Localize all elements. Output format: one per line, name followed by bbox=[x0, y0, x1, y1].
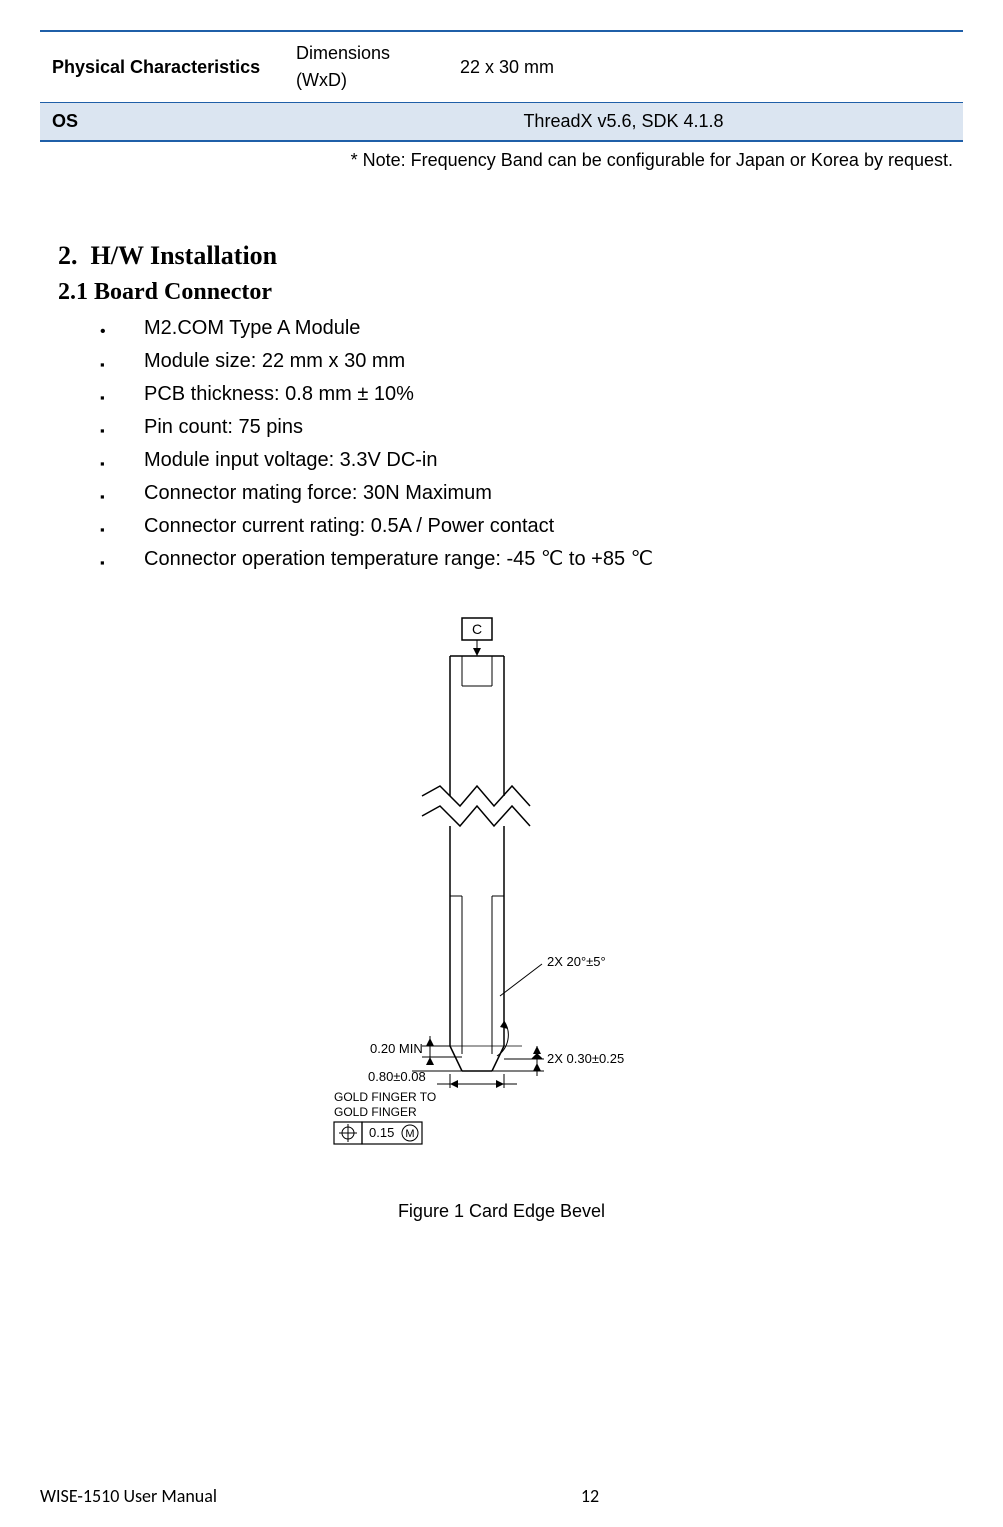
page-footer: WISE-1510 User Manual 12 bbox=[40, 1485, 963, 1507]
label-2x030: 2X 0.30±0.25 bbox=[547, 1051, 624, 1066]
footer-left: WISE-1510 User Manual bbox=[40, 1485, 217, 1507]
label-c: C bbox=[471, 621, 481, 637]
gold-finger-1: GOLD FINGER TO bbox=[334, 1090, 436, 1104]
list-item: Connector operation temperature range: -… bbox=[100, 543, 963, 576]
subsection-heading: 2.1 Board Connector bbox=[58, 279, 963, 306]
figure-caption: Figure 1 Card Edge Bevel bbox=[40, 1201, 963, 1222]
os-value: ThreadX v5.6, SDK 4.1.8 bbox=[284, 103, 963, 142]
frequency-note: * Note: Frequency Band can be configurab… bbox=[40, 150, 963, 171]
label-020min: 0.20 MIN bbox=[370, 1041, 423, 1056]
tol-value: 0.15 bbox=[369, 1125, 394, 1140]
figure-container: C 2X 20°±5° bbox=[40, 616, 963, 1181]
dimensions-label: Dimensions (WxD) bbox=[284, 31, 448, 103]
dimensions-value: 22 x 30 mm bbox=[448, 31, 963, 103]
list-item: PCB thickness: 0.8 mm ± 10% bbox=[100, 378, 963, 411]
list-item: Connector mating force: 30N Maximum bbox=[100, 477, 963, 510]
section-heading: 2. H/W Installation bbox=[58, 241, 963, 271]
list-item: Pin count: 75 pins bbox=[100, 411, 963, 444]
card-edge-diagram: C 2X 20°±5° bbox=[322, 616, 682, 1176]
list-item: Module size: 22 mm x 30 mm bbox=[100, 345, 963, 378]
section-title: H/W Installation bbox=[91, 241, 278, 270]
spec-table: Physical Characteristics Dimensions (WxD… bbox=[40, 30, 963, 142]
os-label: OS bbox=[40, 103, 284, 142]
label-2x20: 2X 20°±5° bbox=[547, 954, 606, 969]
physical-char-label: Physical Characteristics bbox=[40, 31, 284, 103]
list-item: Module input voltage: 3.3V DC-in bbox=[100, 444, 963, 477]
list-item: M2.COM Type A Module bbox=[100, 312, 963, 345]
list-item: Connector current rating: 0.5A / Power c… bbox=[100, 510, 963, 543]
spec-list: M2.COM Type A Module Module size: 22 mm … bbox=[40, 312, 963, 576]
gold-finger-2: GOLD FINGER bbox=[334, 1105, 417, 1119]
m-symbol: M bbox=[405, 1128, 414, 1140]
section-number: 2. bbox=[58, 241, 78, 270]
